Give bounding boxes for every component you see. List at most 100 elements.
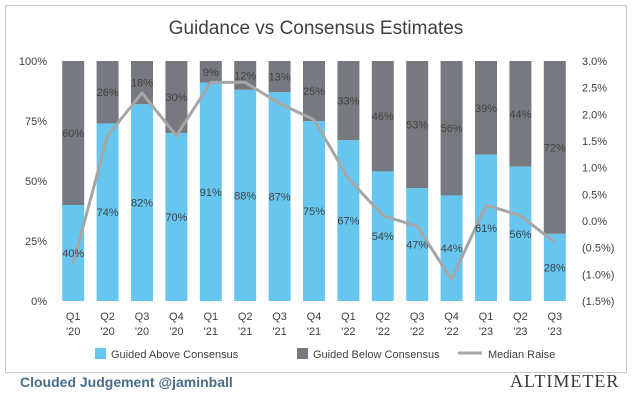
data-label-above: 56%: [509, 229, 531, 241]
x-tick-label: Q1: [479, 311, 494, 323]
y-right-tick-label: 2.5%: [582, 83, 607, 95]
data-label-above: 88%: [234, 190, 256, 202]
legend-label-below: Guided Below Consensus: [313, 349, 440, 361]
data-label-above: 28%: [544, 262, 566, 274]
x-tick-label: '21: [307, 326, 321, 338]
bar-guided-below: [303, 61, 325, 121]
bar-guided-below: [96, 61, 119, 124]
bar-guided-above: [303, 121, 325, 301]
bar-guided-above: [543, 233, 566, 301]
bar-guided-below: [165, 61, 188, 133]
bar-guided-below: [371, 61, 394, 172]
data-label-below: 33%: [337, 96, 359, 108]
bar-guided-below: [199, 61, 222, 83]
x-tick-label: '21: [238, 326, 252, 338]
data-label-below: 39%: [475, 103, 497, 115]
data-label-above: 74%: [97, 207, 119, 219]
bar-guided-above: [371, 171, 394, 301]
data-label-below: 60%: [62, 128, 84, 140]
footer-credit: Clouded Judgement @jaminball: [20, 374, 233, 390]
y-left-tick-label: 0%: [31, 296, 47, 308]
data-label-above: 75%: [303, 206, 325, 218]
data-label-below: 13%: [269, 72, 291, 84]
bar-guided-below: [475, 61, 497, 155]
y-right-tick-label: (1.5%): [582, 296, 614, 308]
x-tick-label: '23: [513, 326, 527, 338]
x-tick-label: Q2: [238, 311, 253, 323]
data-label-below: 72%: [544, 142, 566, 154]
y-right-tick-label: 0.5%: [582, 189, 607, 201]
data-label-above: 70%: [165, 212, 187, 224]
x-tick-label: '21: [204, 326, 218, 338]
bar-guided-above: [475, 154, 497, 301]
bar-guided-below: [406, 61, 429, 189]
y-left-tick-label: 75%: [25, 116, 47, 128]
legend-swatch-above: [95, 348, 106, 359]
x-tick-label: '23: [479, 326, 493, 338]
x-tick-label: Q4: [169, 311, 184, 323]
legend-label-above: Guided Above Consensus: [111, 349, 239, 361]
y-right-tick-label: 1.0%: [582, 163, 607, 175]
x-tick-label: Q2: [100, 311, 115, 323]
data-label-below: 30%: [165, 92, 187, 104]
legend-label-line: Median Raise: [488, 349, 555, 361]
brand-logo: ALTIMETER: [510, 371, 620, 391]
y-left-tick-label: 25%: [25, 236, 47, 248]
bar-guided-above: [165, 133, 188, 301]
x-tick-label: Q3: [547, 311, 562, 323]
data-label-below: 44%: [509, 109, 531, 121]
data-label-above: 40%: [62, 248, 84, 260]
bar-guided-below: [268, 61, 291, 93]
x-tick-label: Q2: [513, 311, 528, 323]
data-label-below: 18%: [131, 78, 153, 90]
bar-guided-above: [509, 166, 532, 301]
data-label-above: 61%: [475, 223, 497, 235]
data-label-below: 25%: [303, 86, 325, 98]
bar-guided-above: [268, 92, 291, 301]
legend-swatch-below: [297, 348, 308, 359]
x-tick-label: '22: [410, 326, 424, 338]
x-tick-label: '20: [169, 326, 183, 338]
x-tick-label: Q1: [341, 311, 356, 323]
bar-guided-above: [440, 195, 463, 301]
data-label-below: 12%: [234, 70, 256, 82]
y-right-tick-label: 0.0%: [582, 216, 607, 228]
bar-guided-above: [406, 188, 429, 301]
data-label-below: 56%: [441, 123, 463, 135]
bar-guided-above: [96, 123, 119, 302]
x-tick-label: Q4: [444, 311, 459, 323]
data-label-above: 82%: [131, 198, 153, 210]
data-label-above: 44%: [441, 243, 463, 255]
x-tick-label: Q2: [375, 311, 390, 323]
bar-guided-below: [440, 61, 463, 196]
data-label-above: 87%: [269, 192, 291, 204]
bar-guided-above: [337, 140, 360, 301]
y-right-tick-label: (0.5%): [582, 243, 614, 255]
x-tick-label: '22: [444, 326, 458, 338]
bar-guided-above: [62, 205, 85, 301]
bar-guided-below: [509, 61, 532, 167]
x-tick-label: Q3: [272, 311, 287, 323]
data-label-below: 46%: [372, 111, 394, 123]
data-label-below: 26%: [97, 87, 119, 99]
x-tick-label: '22: [376, 326, 390, 338]
bar-guided-above: [234, 89, 257, 301]
data-label-above: 67%: [337, 216, 359, 228]
x-tick-label: '20: [135, 326, 149, 338]
data-label-above: 54%: [372, 231, 394, 243]
x-tick-label: Q1: [66, 311, 81, 323]
bar-guided-below: [337, 61, 360, 141]
y-right-tick-label: 2.0%: [582, 109, 607, 121]
bar-guided-above: [131, 104, 153, 301]
x-tick-label: '20: [66, 326, 80, 338]
x-tick-label: Q3: [410, 311, 425, 323]
y-left-tick-label: 100%: [19, 56, 47, 68]
y-right-tick-label: (1.0%): [582, 269, 614, 281]
bar-guided-below: [131, 61, 153, 105]
bar-guided-above: [199, 82, 222, 301]
x-tick-label: '21: [272, 326, 286, 338]
median-raise-line: [71, 80, 556, 282]
data-label-below: 9%: [203, 67, 219, 79]
data-label-above: 47%: [406, 240, 428, 252]
